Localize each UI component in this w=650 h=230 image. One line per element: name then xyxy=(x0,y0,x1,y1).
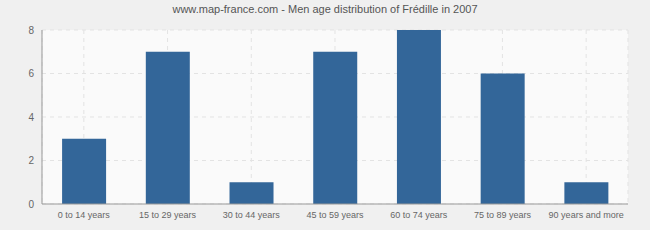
svg-text:0 to 14 years: 0 to 14 years xyxy=(58,210,111,220)
svg-text:90 years and more: 90 years and more xyxy=(549,210,624,220)
html-text:www.map-france.com - Men age d: www.map-france.com - Men age distributio… xyxy=(172,3,478,15)
svg-text:2: 2 xyxy=(28,155,34,166)
svg-text:6: 6 xyxy=(28,68,34,79)
svg-text:15 to 29 years: 15 to 29 years xyxy=(139,210,197,220)
svg-text:8: 8 xyxy=(28,25,34,36)
svg-text:60 to 74 years: 60 to 74 years xyxy=(390,210,448,220)
svg-text:0: 0 xyxy=(28,199,34,210)
svg-text:30 to 44 years: 30 to 44 years xyxy=(223,210,281,220)
svg-text:75 to 89 years: 75 to 89 years xyxy=(474,210,532,220)
svg-text:45 to 59 years: 45 to 59 years xyxy=(306,210,364,220)
svg-text:4: 4 xyxy=(28,112,34,123)
